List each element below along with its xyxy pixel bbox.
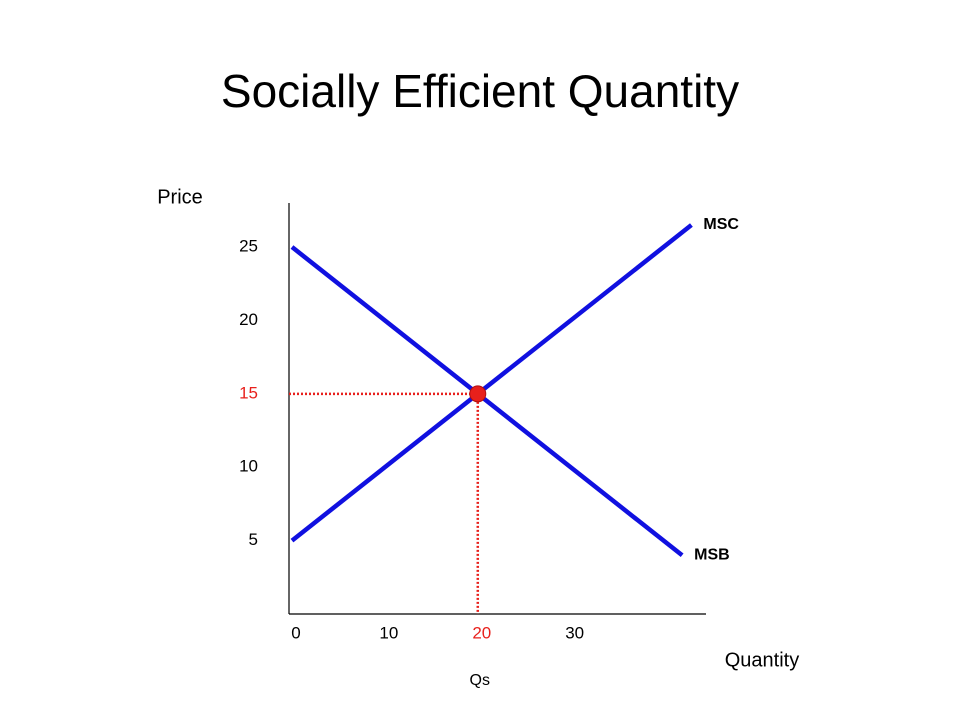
y-tick-label: 15 <box>239 383 258 402</box>
y-tick-label: 25 <box>239 237 258 256</box>
line-series <box>290 223 693 543</box>
y-tick-label: 20 <box>239 310 258 329</box>
line-series <box>290 245 684 558</box>
x-tick-label: 20 <box>472 623 491 642</box>
y-axis-label: Price <box>157 186 203 208</box>
y-tick-label: 10 <box>239 457 258 476</box>
x-tick-label: 0 <box>291 623 300 642</box>
x-tick-label: 30 <box>565 623 584 642</box>
equilibrium-point <box>469 385 487 403</box>
series-label: MSC <box>703 216 739 233</box>
series-label: MSB <box>694 547 730 564</box>
x-axis-label: Quantity <box>725 649 799 671</box>
x-tick-label: 10 <box>379 623 398 642</box>
y-tick-label: 5 <box>249 530 258 549</box>
chart-title: Socially Efficient Quantity <box>221 65 739 117</box>
annotation: Qs <box>470 672 490 689</box>
